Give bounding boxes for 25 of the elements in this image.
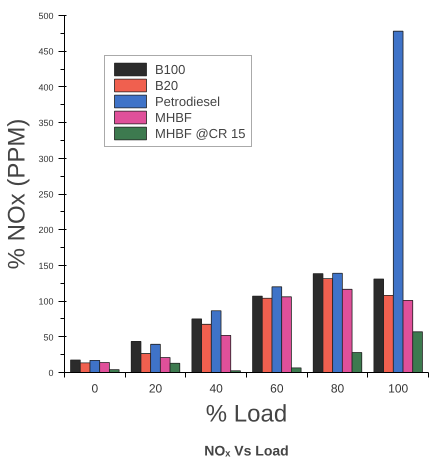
x-tick-label: 0 (91, 382, 98, 396)
y-tick-label: 300 (38, 154, 54, 164)
x-tick-label: 80 (330, 382, 344, 396)
x-axis-title: % Load (206, 400, 288, 428)
legend-label: Petrodiesel (155, 94, 220, 108)
legend-label: B20 (155, 78, 178, 92)
y-tick-label: 450 (38, 46, 54, 57)
y-tick-label: 200 (38, 225, 54, 236)
y-tick-label: 400 (38, 82, 54, 92)
x-tick-label: 60 (270, 382, 284, 396)
y-tick-label: 50 (43, 332, 54, 342)
x-tick-label: 20 (148, 382, 162, 396)
x-tick-label: 100 (388, 382, 409, 396)
y-tick-label: 350 (38, 118, 54, 128)
y-tick-label: 500 (38, 11, 54, 21)
y-tick-label: 100 (38, 296, 54, 307)
y-axis-title: % NOx (PPM) (3, 118, 30, 270)
y-tick-label: 150 (38, 260, 54, 271)
y-tick-label: 0 (48, 368, 54, 378)
legend-label: MHBF @CR 15 (155, 126, 246, 140)
text: NOₓ Vs Load (204, 442, 289, 458)
y-tick-label: 250 (38, 190, 54, 200)
x-tick-label: 40 (209, 382, 224, 396)
legend-label: B100 (155, 62, 186, 76)
legend-label: MHBF (155, 110, 192, 124)
